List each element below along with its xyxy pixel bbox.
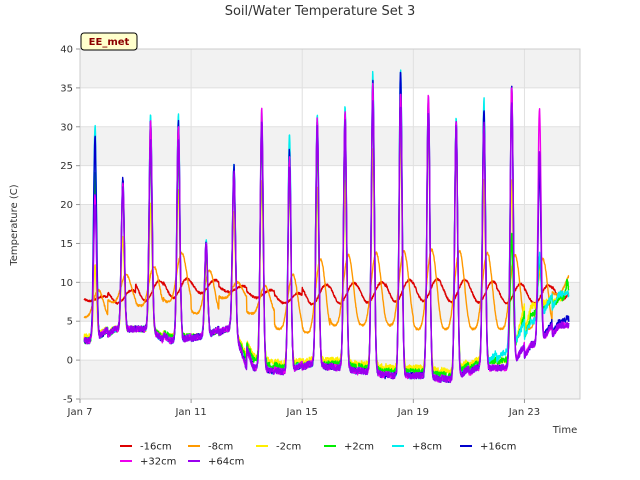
- badge-label: EE_met: [89, 37, 130, 48]
- y-tick-label: 15: [60, 239, 73, 250]
- grid: [79, 48, 580, 400]
- x-tick-label: Jan 19: [397, 407, 429, 418]
- y-tick-label: 0: [67, 356, 73, 367]
- chart-title: Soil/Water Temperature Set 3: [225, 4, 416, 19]
- series-layer: [83, 69, 570, 384]
- plot-band: [80, 126, 580, 166]
- legend-label--8cm: -8cm: [208, 442, 233, 453]
- badge-box: [80, 32, 138, 51]
- legend-label-+8cm: +8cm: [412, 442, 442, 453]
- y-tick-label: 5: [67, 317, 73, 328]
- legend-label--16cm: -16cm: [140, 442, 172, 453]
- y-tick-label: 35: [60, 83, 73, 94]
- y-tick-label: 25: [60, 161, 73, 172]
- x-tick-label: Jan 7: [67, 407, 93, 418]
- plot-background: [80, 49, 580, 399]
- y-tick-label: 30: [60, 122, 73, 133]
- legend-label-+32cm: +32cm: [140, 457, 176, 468]
- y-tick-label: -5: [63, 395, 73, 406]
- plot-frame: [79, 48, 581, 400]
- x-tick-label: Jan 23: [508, 407, 540, 418]
- y-axis: -5 0 5 10 15 20 25 30 35 40: [60, 45, 80, 406]
- y-tick-label: 20: [60, 200, 73, 211]
- x-tick-label: Jan 11: [174, 407, 206, 418]
- station-badge: EE_met: [80, 32, 138, 51]
- series-line-+64cm: [83, 100, 570, 384]
- y-tick-label: 10: [60, 278, 73, 289]
- y-tick-label: 40: [60, 45, 73, 56]
- x-axis: Jan 7 Jan 11 Jan 15 Jan 19 Jan 23: [67, 399, 540, 418]
- x-axis-label: Time: [552, 425, 577, 436]
- plot-band: [80, 204, 580, 244]
- legend-label-+2cm: +2cm: [344, 442, 374, 453]
- series-line--16cm: [83, 277, 570, 306]
- legend-label--2cm: -2cm: [276, 442, 301, 453]
- x-tick-label: Jan 15: [286, 407, 318, 418]
- legend-label-+16cm: +16cm: [480, 442, 516, 453]
- y-axis-label: Temperature (C): [9, 184, 20, 266]
- legend: -16cm -8cm -2cm +2cm +8cm +16cm +32cm +64cm: [120, 442, 516, 468]
- legend-label-+64cm: +64cm: [208, 457, 244, 468]
- series-line--8cm: [83, 248, 570, 334]
- plot-band: [80, 49, 580, 88]
